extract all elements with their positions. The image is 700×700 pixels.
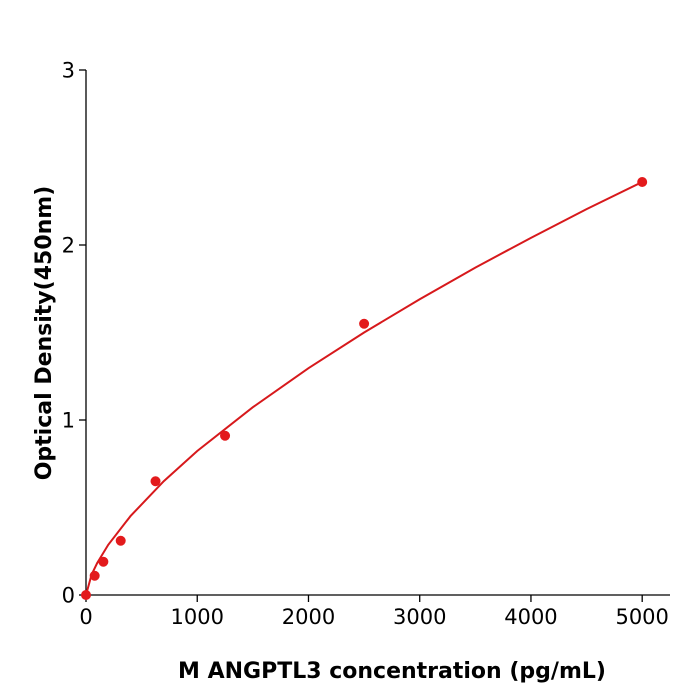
data-point xyxy=(98,556,109,567)
y-axis-title: Optical Density(450nm) xyxy=(32,186,57,481)
data-point xyxy=(115,535,126,546)
data-point xyxy=(359,318,370,329)
x-tick-label: 4000 xyxy=(504,605,557,629)
x-tick-label: 2000 xyxy=(282,605,335,629)
x-tick-label: 1000 xyxy=(171,605,224,629)
data-point xyxy=(89,570,100,581)
x-axis-title: M ANGPTL3 concentration (pg/mL) xyxy=(178,659,606,684)
y-tick-label: 2 xyxy=(62,234,75,258)
y-tick-label: 3 xyxy=(62,59,75,83)
data-point xyxy=(150,476,161,487)
y-tick-label: 0 xyxy=(62,584,75,608)
fit-curve xyxy=(85,181,643,596)
y-tick-label: 1 xyxy=(62,409,75,433)
x-tick-label: 3000 xyxy=(393,605,446,629)
data-point xyxy=(81,590,91,600)
x-tick-label: 0 xyxy=(79,605,92,629)
data-point xyxy=(220,430,231,441)
data-point xyxy=(637,177,648,187)
x-tick-label: 5000 xyxy=(615,605,668,629)
